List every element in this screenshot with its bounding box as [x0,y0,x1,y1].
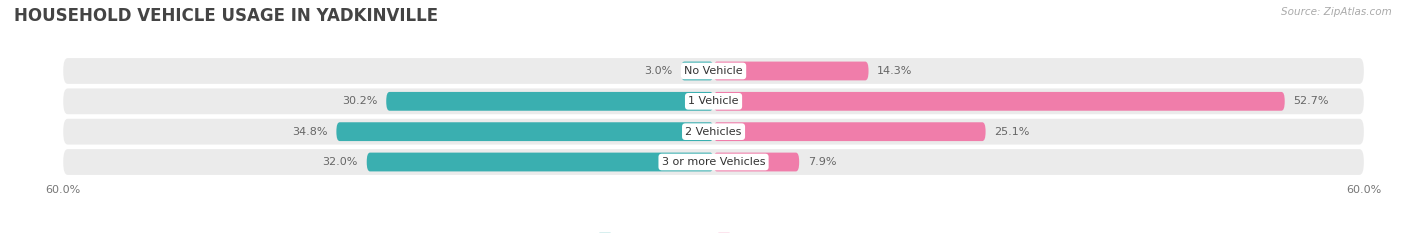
Text: 52.7%: 52.7% [1294,96,1329,106]
FancyBboxPatch shape [63,58,1364,84]
Text: HOUSEHOLD VEHICLE USAGE IN YADKINVILLE: HOUSEHOLD VEHICLE USAGE IN YADKINVILLE [14,7,439,25]
FancyBboxPatch shape [713,153,799,171]
Text: 32.0%: 32.0% [323,157,359,167]
Legend: Owner-occupied, Renter-occupied: Owner-occupied, Renter-occupied [595,229,832,233]
FancyBboxPatch shape [387,92,713,111]
Text: 3.0%: 3.0% [644,66,672,76]
FancyBboxPatch shape [336,122,713,141]
FancyBboxPatch shape [367,153,713,171]
Text: 14.3%: 14.3% [877,66,912,76]
Text: 30.2%: 30.2% [342,96,378,106]
FancyBboxPatch shape [681,62,713,80]
Text: 34.8%: 34.8% [292,127,328,137]
FancyBboxPatch shape [63,89,1364,114]
Text: 3 or more Vehicles: 3 or more Vehicles [662,157,765,167]
Text: 1 Vehicle: 1 Vehicle [689,96,738,106]
Text: Source: ZipAtlas.com: Source: ZipAtlas.com [1281,7,1392,17]
FancyBboxPatch shape [63,149,1364,175]
FancyBboxPatch shape [713,62,869,80]
FancyBboxPatch shape [713,92,1285,111]
FancyBboxPatch shape [63,119,1364,144]
Text: No Vehicle: No Vehicle [685,66,742,76]
Text: 2 Vehicles: 2 Vehicles [685,127,742,137]
FancyBboxPatch shape [713,122,986,141]
Text: 7.9%: 7.9% [808,157,837,167]
Text: 25.1%: 25.1% [994,127,1029,137]
